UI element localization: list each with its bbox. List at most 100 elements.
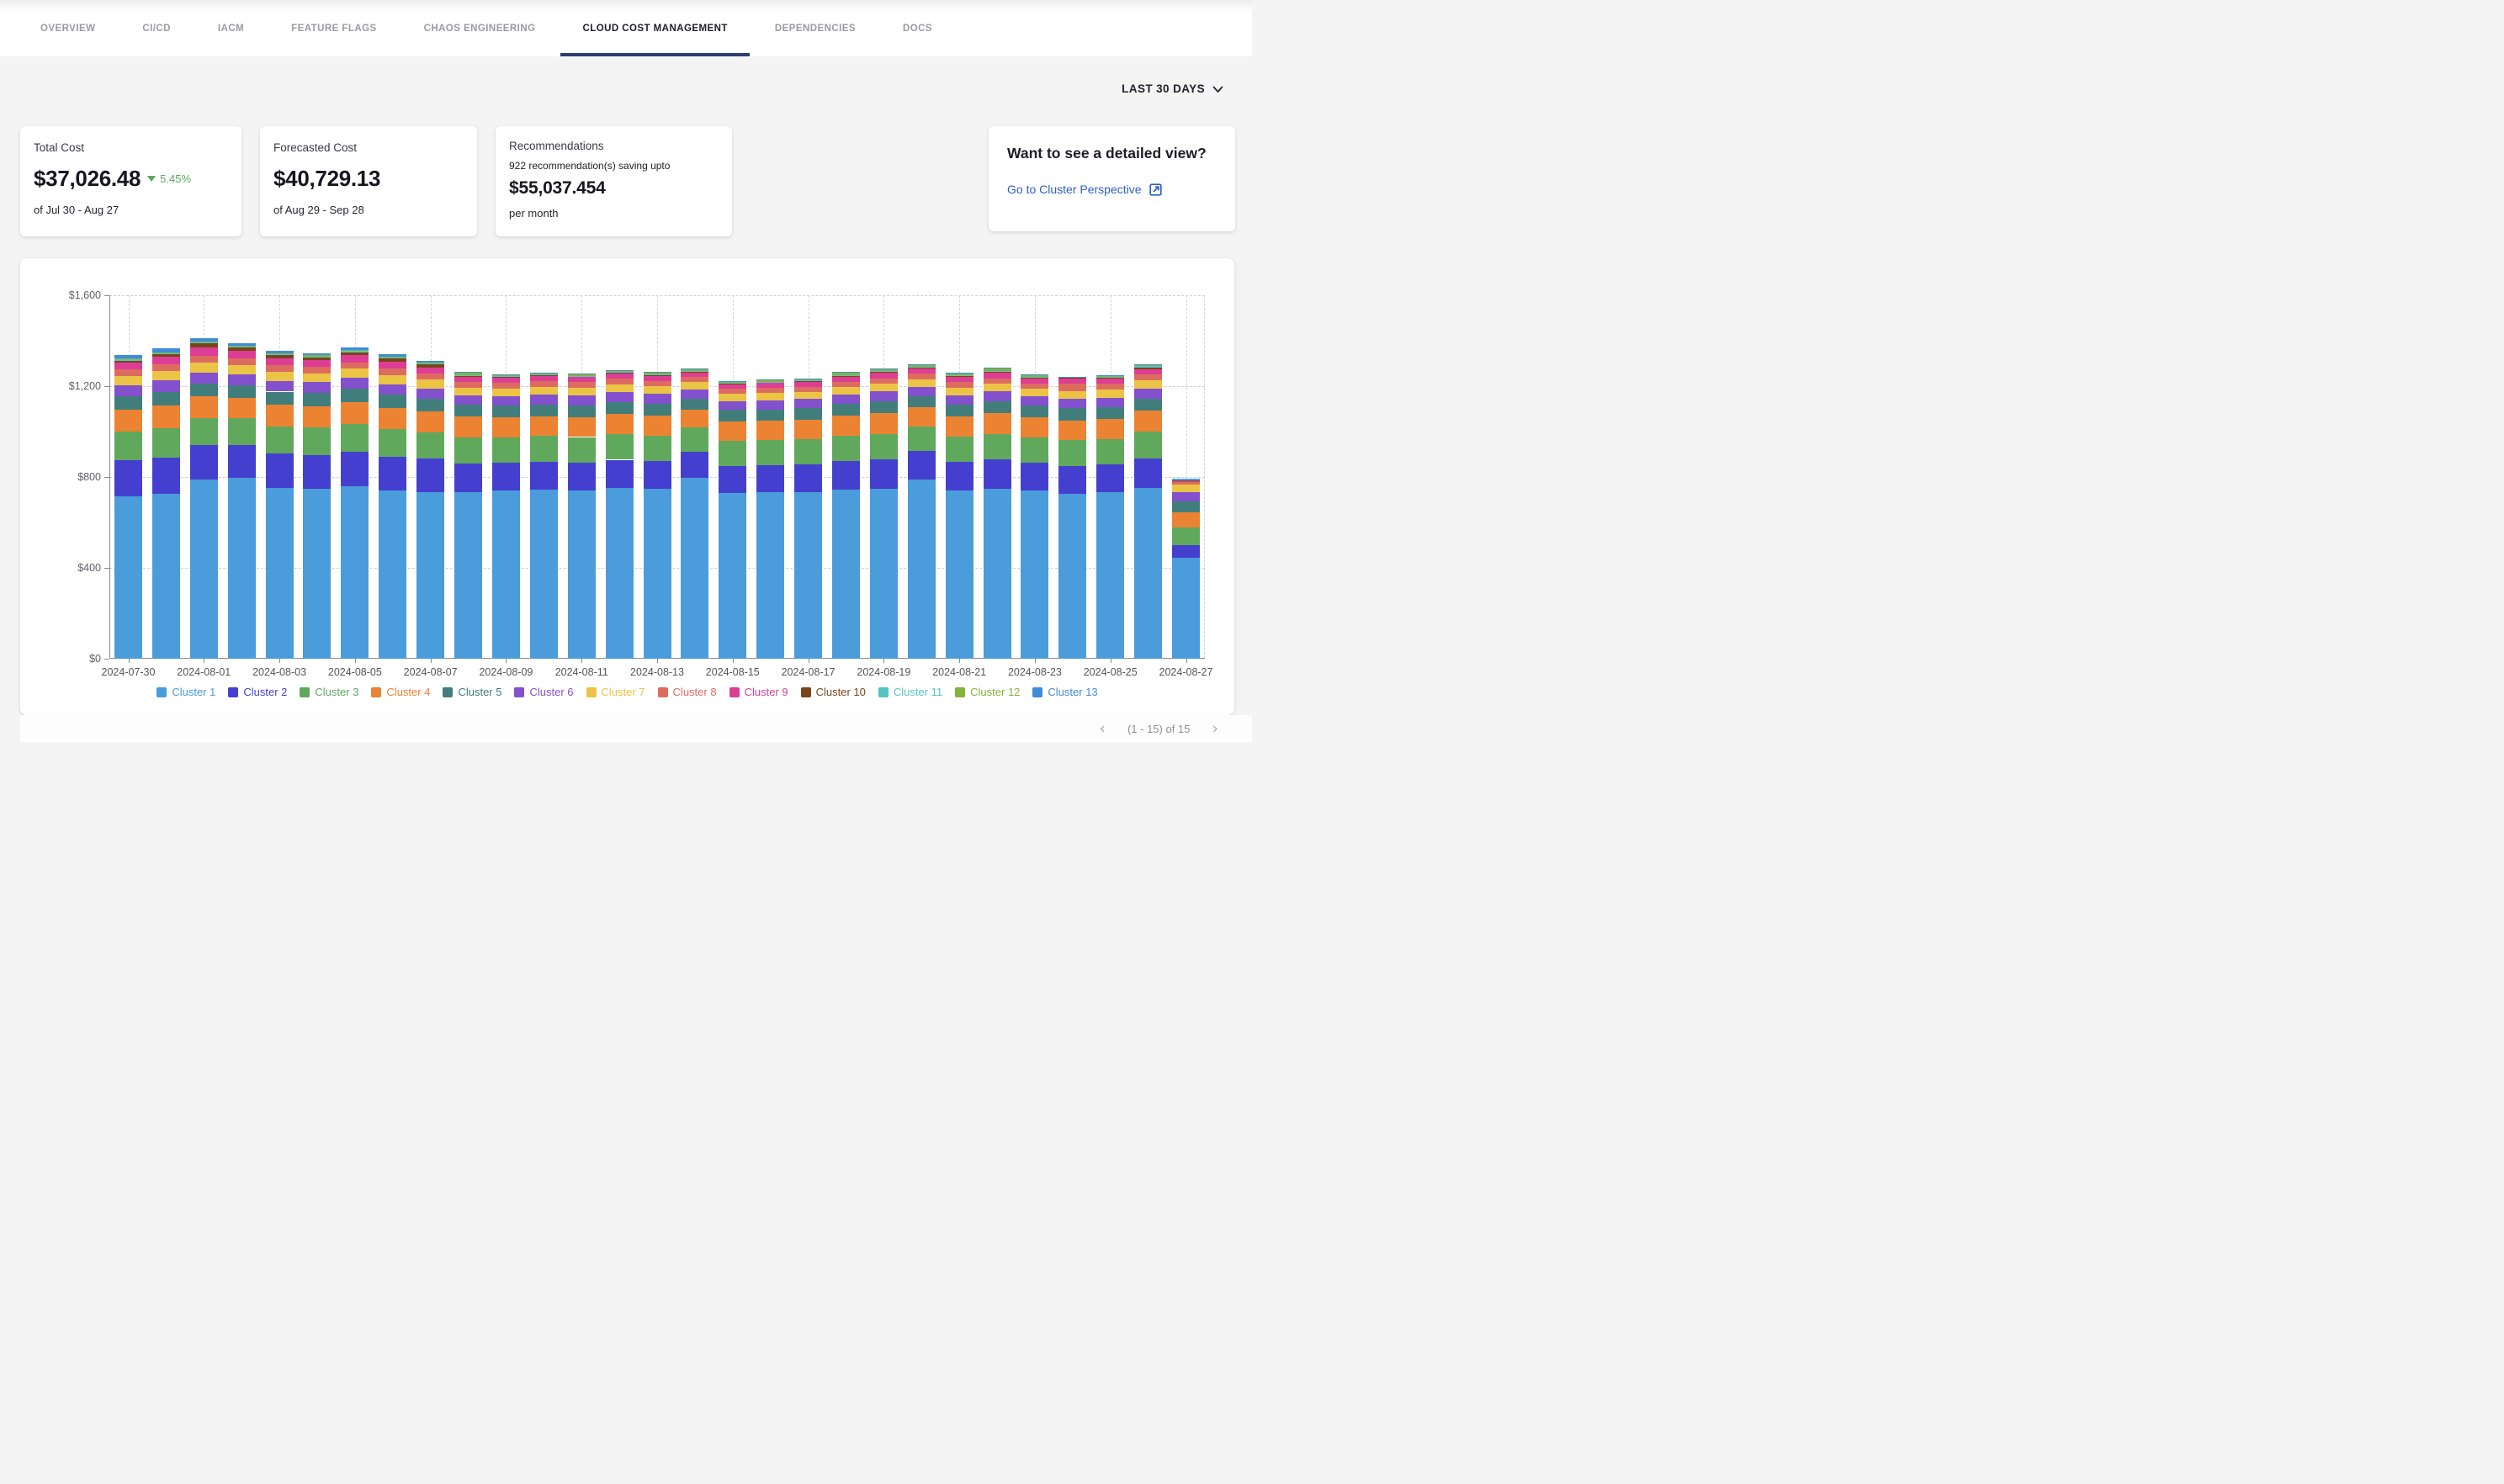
bar-segment-cluster-9[interactable] <box>832 377 860 382</box>
bar-segment-cluster-3[interactable] <box>756 440 784 465</box>
bar-segment-cluster-11[interactable] <box>946 375 973 376</box>
tab-docs[interactable]: DOCS <box>903 0 932 56</box>
bar-segment-cluster-6[interactable] <box>946 395 973 405</box>
bar-segment-cluster-6[interactable] <box>681 390 708 399</box>
bar-segment-cluster-6[interactable] <box>984 391 1011 401</box>
bar-segment-cluster-2[interactable] <box>416 458 444 491</box>
bar-segment-cluster-12[interactable] <box>1096 376 1124 377</box>
bar-segment-cluster-7[interactable] <box>152 371 180 380</box>
bar-2024-08-04[interactable] <box>303 295 331 659</box>
bar-segment-cluster-2[interactable] <box>266 453 294 488</box>
legend-item-cluster-3[interactable]: Cluster 3 <box>300 686 358 698</box>
bar-segment-cluster-10[interactable] <box>341 352 369 356</box>
bar-segment-cluster-4[interactable] <box>492 417 520 437</box>
bar-segment-cluster-3[interactable] <box>379 429 406 456</box>
bar-segment-cluster-9[interactable] <box>606 374 634 379</box>
bar-segment-cluster-6[interactable] <box>719 401 746 411</box>
bar-segment-cluster-1[interactable] <box>719 493 746 659</box>
bar-segment-cluster-2[interactable] <box>1172 545 1200 558</box>
bar-segment-cluster-10[interactable] <box>228 347 256 351</box>
bar-segment-cluster-3[interactable] <box>114 432 142 460</box>
bar-segment-cluster-5[interactable] <box>530 405 558 416</box>
bar-segment-cluster-1[interactable] <box>454 492 482 659</box>
bar-2024-08-07[interactable] <box>416 295 444 659</box>
tab-overview[interactable]: OVERVIEW <box>40 0 95 56</box>
bar-segment-cluster-2[interactable] <box>379 457 406 491</box>
bar-segment-cluster-4[interactable] <box>794 420 822 439</box>
bar-segment-cluster-11[interactable] <box>832 375 860 376</box>
bar-segment-cluster-4[interactable] <box>530 416 558 437</box>
bar-segment-cluster-2[interactable] <box>984 459 1011 488</box>
legend-item-cluster-1[interactable]: Cluster 1 <box>156 686 215 698</box>
bar-segment-cluster-3[interactable] <box>190 418 218 445</box>
bar-segment-cluster-7[interactable] <box>1172 485 1200 492</box>
bar-segment-cluster-11[interactable] <box>416 363 444 364</box>
bar-segment-cluster-12[interactable] <box>794 379 822 380</box>
bar-segment-cluster-6[interactable] <box>1058 399 1086 408</box>
bar-segment-cluster-13[interactable] <box>303 353 331 355</box>
bar-segment-cluster-4[interactable] <box>1134 411 1162 432</box>
bar-segment-cluster-1[interactable] <box>756 492 784 659</box>
bar-segment-cluster-2[interactable] <box>303 455 331 490</box>
bar-segment-cluster-6[interactable] <box>379 384 406 395</box>
bar-segment-cluster-9[interactable] <box>719 384 746 388</box>
bar-segment-cluster-12[interactable] <box>568 374 596 376</box>
bar-segment-cluster-5[interactable] <box>152 392 180 405</box>
bar-segment-cluster-3[interactable] <box>492 437 520 463</box>
bar-segment-cluster-1[interactable] <box>416 492 444 659</box>
bar-segment-cluster-6[interactable] <box>454 395 482 405</box>
bar-segment-cluster-2[interactable] <box>1058 466 1086 495</box>
bar-segment-cluster-4[interactable] <box>190 396 218 418</box>
bar-2024-08-25[interactable] <box>1096 295 1124 659</box>
bar-segment-cluster-11[interactable] <box>530 374 558 375</box>
bar-segment-cluster-13[interactable] <box>1096 375 1124 376</box>
legend-item-cluster-4[interactable]: Cluster 4 <box>371 686 430 698</box>
bar-segment-cluster-2[interactable] <box>1021 463 1048 490</box>
bar-segment-cluster-9[interactable] <box>266 358 294 365</box>
bar-segment-cluster-4[interactable] <box>1058 421 1086 441</box>
bar-segment-cluster-3[interactable] <box>984 434 1011 460</box>
bar-segment-cluster-13[interactable] <box>341 347 369 350</box>
legend-item-cluster-11[interactable]: Cluster 11 <box>878 686 942 698</box>
bar-segment-cluster-5[interactable] <box>870 401 898 413</box>
bar-segment-cluster-1[interactable] <box>870 489 898 660</box>
bar-segment-cluster-7[interactable] <box>228 365 256 374</box>
bar-segment-cluster-5[interactable] <box>114 396 142 410</box>
bar-segment-cluster-13[interactable] <box>644 372 671 373</box>
bar-segment-cluster-12[interactable] <box>1021 374 1048 376</box>
bar-segment-cluster-1[interactable] <box>644 489 671 659</box>
bar-segment-cluster-5[interactable] <box>454 405 482 416</box>
bar-segment-cluster-12[interactable] <box>946 373 973 375</box>
bar-segment-cluster-9[interactable] <box>946 377 973 382</box>
bar-segment-cluster-1[interactable] <box>794 492 822 659</box>
bar-segment-cluster-9[interactable] <box>114 363 142 369</box>
tab-feature-flags[interactable]: FEATURE FLAGS <box>291 0 376 56</box>
bar-segment-cluster-9[interactable] <box>303 360 331 367</box>
bar-segment-cluster-13[interactable] <box>606 370 634 371</box>
bar-2024-08-27[interactable] <box>1172 295 1200 659</box>
bar-segment-cluster-9[interactable] <box>984 373 1011 378</box>
bar-segment-cluster-3[interactable] <box>681 427 708 451</box>
bar-segment-cluster-13[interactable] <box>454 372 482 373</box>
bar-segment-cluster-8[interactable] <box>644 381 671 387</box>
legend-item-cluster-2[interactable]: Cluster 2 <box>228 686 287 698</box>
bar-segment-cluster-7[interactable] <box>1058 391 1086 399</box>
bar-segment-cluster-10[interactable] <box>984 372 1011 374</box>
bar-segment-cluster-3[interactable] <box>266 427 294 454</box>
bar-segment-cluster-9[interactable] <box>1058 379 1086 384</box>
bar-segment-cluster-10[interactable] <box>1172 480 1200 481</box>
bar-segment-cluster-13[interactable] <box>416 361 444 363</box>
bar-segment-cluster-9[interactable] <box>1096 379 1124 384</box>
bar-segment-cluster-4[interactable] <box>416 411 444 432</box>
legend-item-cluster-12[interactable]: Cluster 12 <box>955 686 1020 698</box>
bar-segment-cluster-7[interactable] <box>530 387 558 395</box>
bar-segment-cluster-1[interactable] <box>832 490 860 659</box>
bar-segment-cluster-6[interactable] <box>832 395 860 404</box>
bar-2024-08-22[interactable] <box>984 295 1011 659</box>
bar-segment-cluster-13[interactable] <box>530 373 558 374</box>
bar-segment-cluster-10[interactable] <box>832 376 860 377</box>
bar-segment-cluster-10[interactable] <box>644 375 671 376</box>
bar-segment-cluster-8[interactable] <box>1172 482 1200 484</box>
bar-segment-cluster-3[interactable] <box>794 439 822 464</box>
bar-segment-cluster-13[interactable] <box>908 364 936 365</box>
